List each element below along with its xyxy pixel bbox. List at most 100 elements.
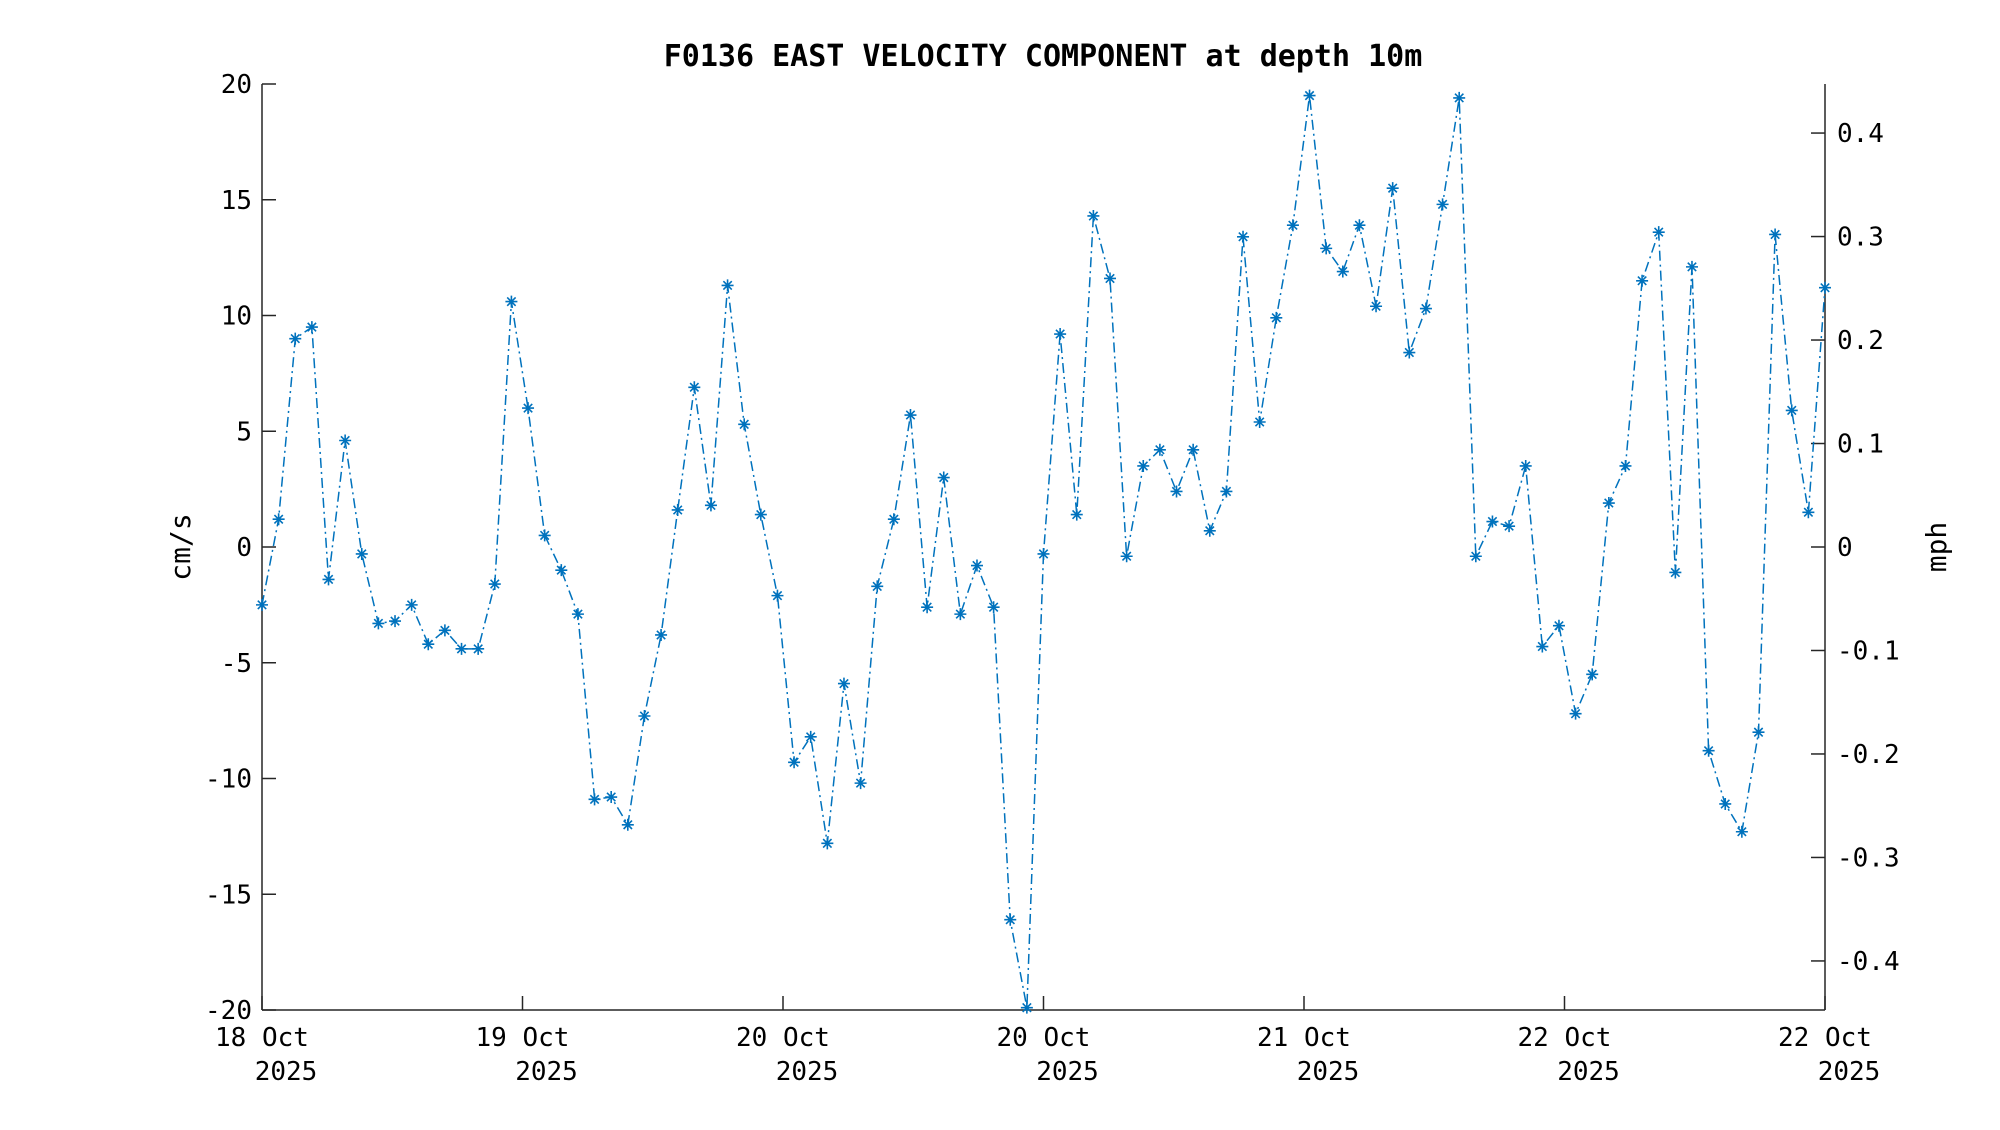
data-point-marker xyxy=(1087,209,1100,222)
data-point-marker xyxy=(987,601,1000,614)
data-point-marker xyxy=(322,573,335,586)
data-point-marker xyxy=(1819,281,1831,294)
data-point-marker xyxy=(1170,485,1183,498)
data-point-marker xyxy=(738,418,751,431)
y-tick-label-left: -15 xyxy=(205,880,252,910)
data-point-marker xyxy=(688,381,701,394)
data-point-marker xyxy=(472,642,485,655)
y-axis-label-right: mph xyxy=(1920,522,1953,573)
y-tick-label-right: -0.3 xyxy=(1837,843,1900,873)
data-point-marker xyxy=(1237,230,1250,243)
data-point-marker xyxy=(1719,797,1732,810)
data-point-marker xyxy=(1054,328,1067,341)
data-point-marker xyxy=(671,503,684,516)
data-point-marker xyxy=(605,791,618,804)
y-tick-label-right: 0.3 xyxy=(1837,223,1884,253)
data-point-marker xyxy=(1453,91,1466,104)
data-point-marker xyxy=(1802,506,1815,519)
data-point-marker xyxy=(1370,300,1383,313)
data-point-marker xyxy=(1137,459,1150,472)
x-tick-label-day: 22 Oct xyxy=(1778,1023,1872,1053)
data-point-marker xyxy=(1752,726,1765,739)
x-tick-label-year: 2025 xyxy=(515,1057,578,1087)
data-point-marker xyxy=(837,677,850,690)
data-point-marker xyxy=(455,642,468,655)
data-point-marker xyxy=(721,279,734,292)
data-point-marker xyxy=(1037,547,1050,560)
data-point-marker xyxy=(1153,443,1166,456)
data-point-marker xyxy=(771,589,784,602)
data-point-marker xyxy=(954,608,967,621)
data-point-marker xyxy=(1685,260,1698,273)
data-point-marker xyxy=(1702,744,1715,757)
data-point-marker xyxy=(1469,550,1482,563)
y-tick-label-left: -20 xyxy=(205,996,252,1026)
series-markers xyxy=(256,89,1831,1014)
data-point-marker xyxy=(305,321,318,334)
data-point-marker xyxy=(339,434,352,447)
x-tick-label-year: 2025 xyxy=(255,1057,318,1087)
y-tick-label-left: 5 xyxy=(236,417,252,447)
data-point-marker xyxy=(904,409,917,422)
data-point-marker xyxy=(488,578,501,591)
data-point-marker xyxy=(538,529,551,542)
y-tick-label-left: 10 xyxy=(221,302,252,332)
data-point-marker xyxy=(1602,497,1615,510)
y-tick-label-right: 0.1 xyxy=(1837,430,1884,460)
data-point-marker xyxy=(871,580,884,593)
y-tick-label-right: -0.2 xyxy=(1837,740,1900,770)
data-point-marker xyxy=(555,564,568,577)
plot-area xyxy=(262,84,1825,1010)
x-tick-label-year: 2025 xyxy=(1036,1057,1099,1087)
data-point-marker xyxy=(389,615,402,628)
y-axis-left-ticks: -20 -15 -10 -5 0 5 10 15 20 xyxy=(205,70,276,1026)
data-point-marker xyxy=(1486,515,1499,528)
data-point-marker xyxy=(1519,459,1532,472)
x-tick-label-day: 20 Oct xyxy=(997,1023,1091,1053)
data-point-marker xyxy=(1552,619,1565,632)
data-point-marker xyxy=(1586,668,1599,681)
y-tick-label-left: 0 xyxy=(236,533,252,563)
data-point-marker xyxy=(704,499,717,512)
data-point-marker xyxy=(1386,182,1399,195)
x-tick-label-day: 19 Oct xyxy=(476,1023,570,1053)
data-point-marker xyxy=(1320,242,1333,255)
data-point-marker xyxy=(1020,1001,1033,1014)
data-point-marker xyxy=(571,608,584,621)
data-point-marker xyxy=(1270,311,1283,324)
data-point-marker xyxy=(1253,415,1266,428)
y-tick-label-right: 0.4 xyxy=(1837,119,1884,149)
data-point-marker xyxy=(1419,302,1432,315)
data-point-marker xyxy=(821,837,834,850)
data-point-marker xyxy=(588,793,601,806)
data-point-marker xyxy=(921,601,934,614)
data-point-marker xyxy=(1403,346,1416,359)
y-tick-label-left: -5 xyxy=(221,649,252,679)
x-axis-ticks: 18 Oct 2025 19 Oct 2025 20 Oct 2025 20 Oct 2025… xyxy=(215,996,1880,1087)
data-point-marker xyxy=(1636,274,1649,287)
x-tick-label-year: 2025 xyxy=(1297,1057,1360,1087)
data-point-marker xyxy=(1187,443,1200,456)
y-tick-label-left: 20 xyxy=(221,70,252,100)
data-point-marker xyxy=(1303,89,1316,102)
y-axis-label-left: cm/s xyxy=(164,513,197,580)
data-point-marker xyxy=(372,617,385,630)
data-point-marker xyxy=(1669,566,1682,579)
y-axis-right-ticks: -0.4 -0.3 -0.2 -0.1 0 0.1 0.2 0.3 0.4 xyxy=(1811,119,1900,977)
data-point-marker xyxy=(970,559,983,572)
data-point-marker xyxy=(405,598,418,611)
data-point-marker xyxy=(1004,913,1017,926)
data-point-marker xyxy=(638,709,651,722)
data-point-marker xyxy=(1503,520,1516,533)
x-tick-label-day: 21 Oct xyxy=(1257,1023,1351,1053)
data-point-marker xyxy=(1436,198,1449,211)
data-point-marker xyxy=(1652,226,1665,239)
data-point-marker xyxy=(1336,265,1349,278)
data-point-marker xyxy=(522,402,535,415)
data-point-marker xyxy=(1735,825,1748,838)
y-tick-label-right: 0 xyxy=(1837,533,1853,563)
data-point-marker xyxy=(1769,228,1782,241)
data-point-marker xyxy=(1353,219,1366,232)
